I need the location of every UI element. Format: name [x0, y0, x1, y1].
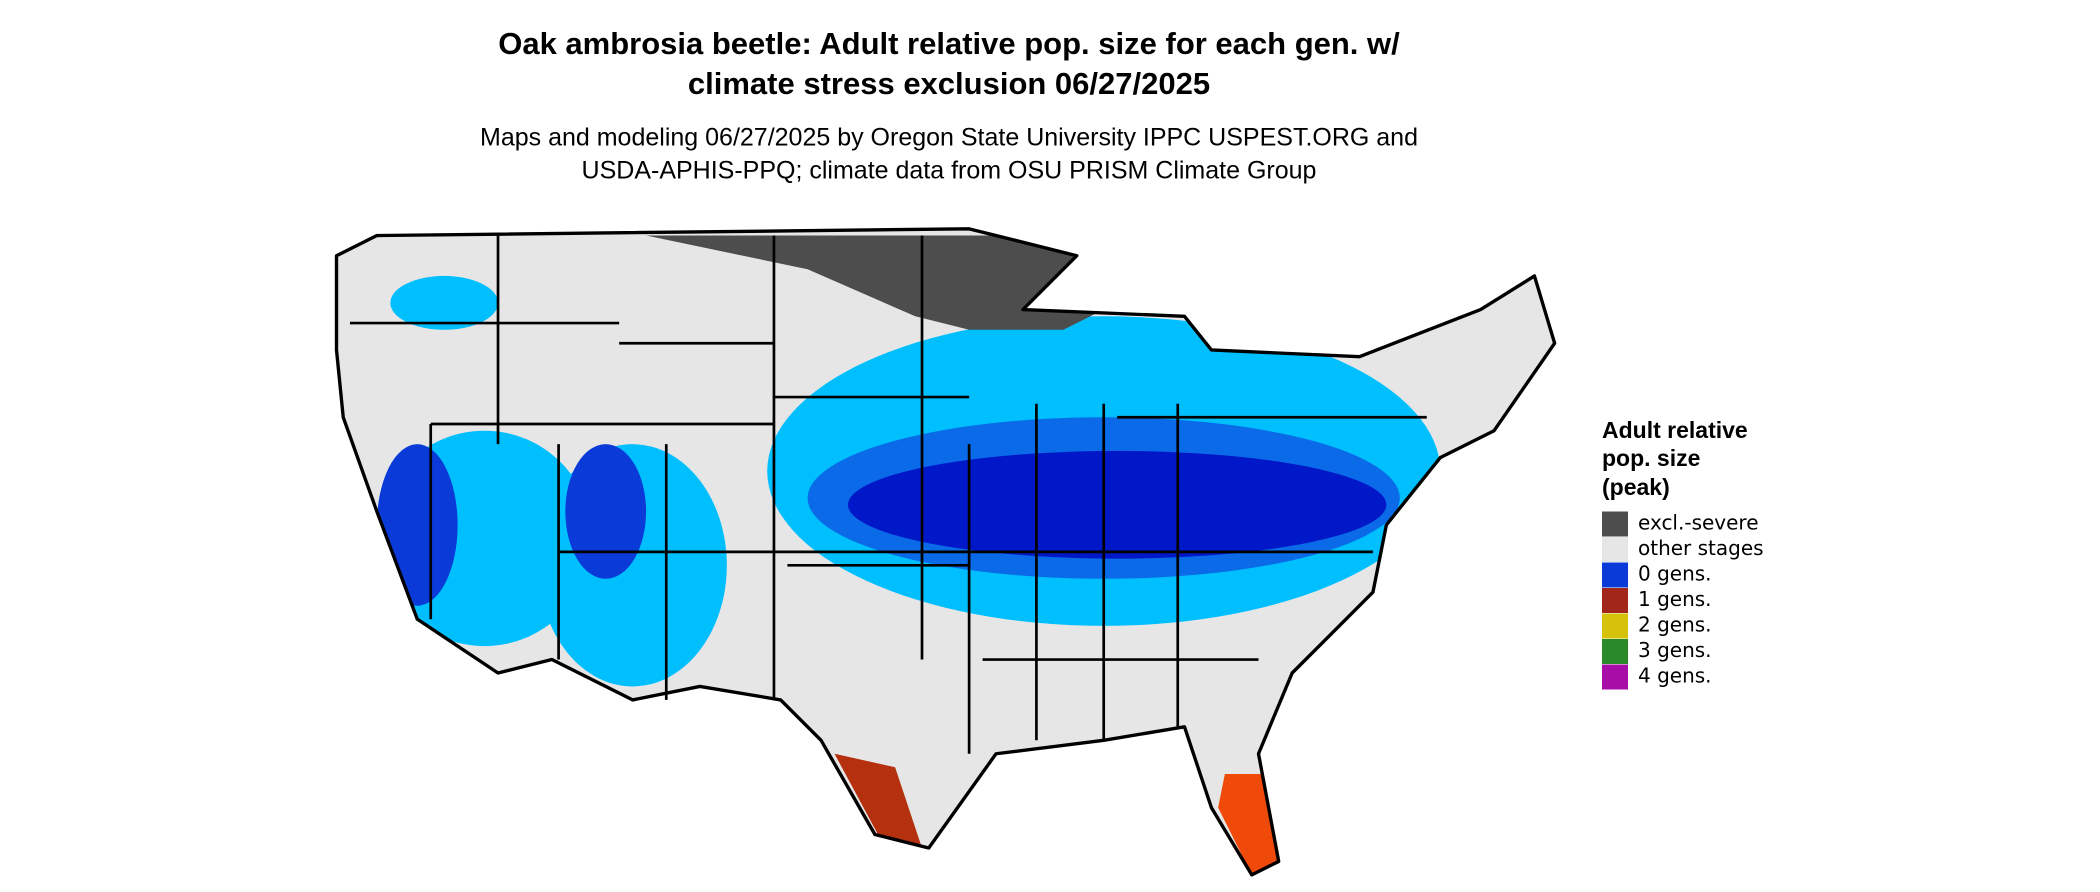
legend-label: 4 gens.	[1638, 664, 1712, 688]
legend-swatch	[1602, 588, 1628, 613]
title-line: Oak ambrosia beetle: Adult relative pop.…	[498, 26, 1400, 61]
legend-swatch	[1602, 511, 1628, 537]
legend-label: 0 gens.	[1638, 562, 1712, 586]
subtitle-line: USDA-APHIS-PPQ; climate data from OSU PR…	[582, 157, 1317, 185]
country-outline	[334, 227, 1557, 877]
map	[334, 227, 1557, 877]
legend-swatch	[1602, 639, 1628, 664]
legend-swatch	[1602, 664, 1628, 690]
title-line: climate stress exclusion 06/27/2025	[688, 66, 1210, 101]
legend-swatch	[1602, 613, 1628, 639]
legend-label: other stages	[1638, 536, 1764, 560]
legend-label: 3 gens.	[1638, 638, 1712, 662]
state-lines	[349, 235, 1427, 754]
legend-label: 1 gens.	[1638, 587, 1712, 611]
legend-title: pop. size	[1602, 445, 1700, 471]
legend-label: 2 gens.	[1638, 613, 1712, 637]
legend-title: Adult relative	[1602, 417, 1748, 443]
subtitle-line: Maps and modeling 06/27/2025 by Oregon S…	[480, 124, 1418, 152]
legend-swatch	[1602, 537, 1628, 562]
legend-label: excl.-severe	[1638, 511, 1759, 535]
legend-swatch	[1602, 562, 1628, 588]
legend-title: (peak)	[1602, 474, 1670, 500]
